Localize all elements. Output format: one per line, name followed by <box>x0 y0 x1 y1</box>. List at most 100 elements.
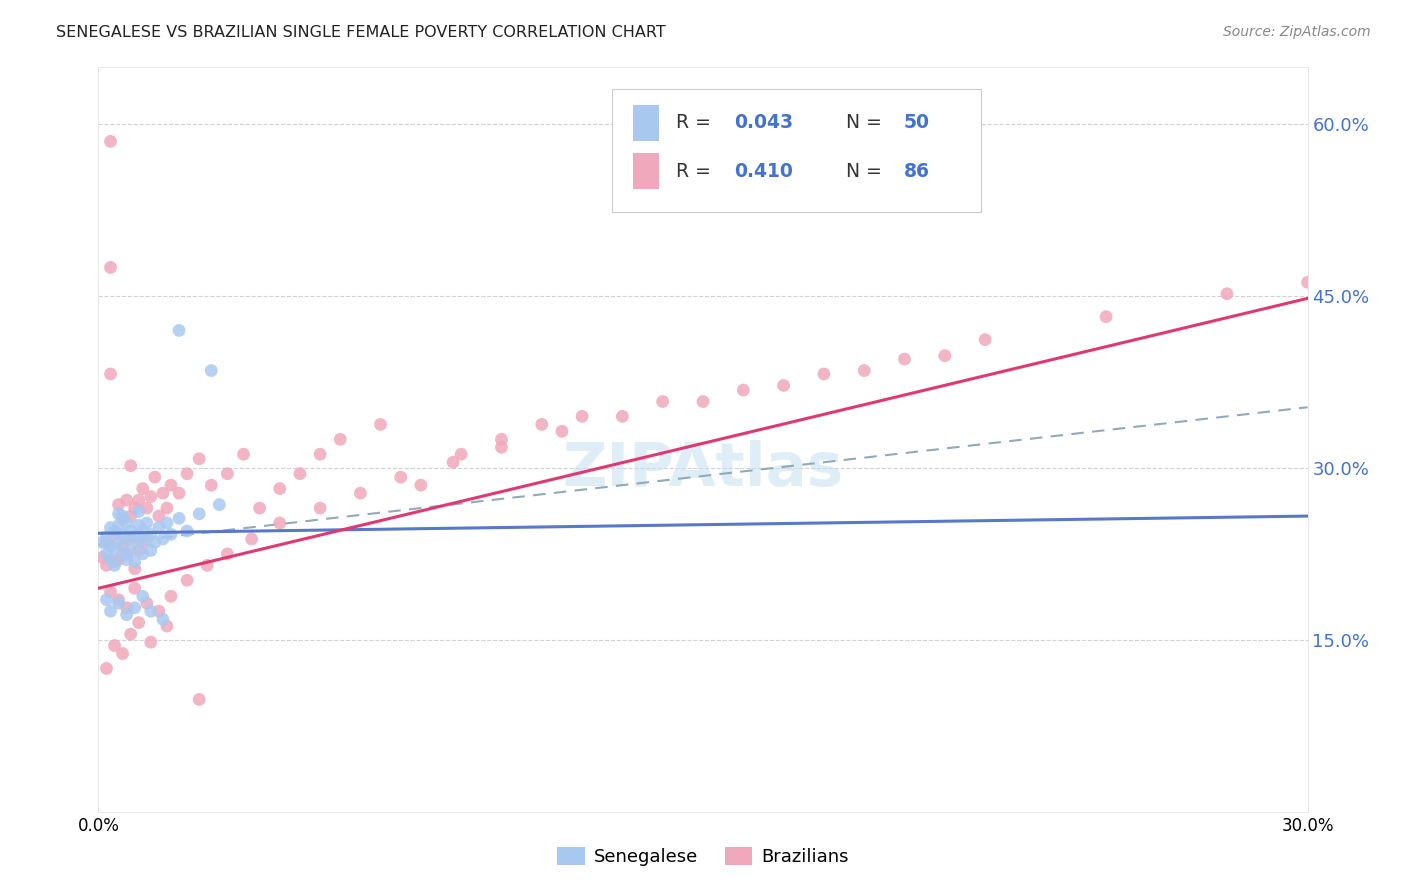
Point <box>1296 276 1319 290</box>
Point <box>115 516 138 530</box>
Point <box>120 458 142 473</box>
Point <box>115 552 138 566</box>
FancyBboxPatch shape <box>633 153 659 189</box>
Point <box>733 383 755 397</box>
Text: 0.410: 0.410 <box>734 161 793 181</box>
Point <box>409 478 432 492</box>
Point <box>111 539 134 553</box>
Point <box>491 433 513 447</box>
Text: 0.043: 0.043 <box>734 113 793 132</box>
Point <box>1095 310 1118 324</box>
Text: Source: ZipAtlas.com: Source: ZipAtlas.com <box>1223 25 1371 39</box>
Point <box>167 323 190 337</box>
Point <box>288 467 311 481</box>
Point <box>176 467 198 481</box>
Point <box>107 552 129 566</box>
Point <box>571 409 593 424</box>
Text: SENEGALESE VS BRAZILIAN SINGLE FEMALE POVERTY CORRELATION CHART: SENEGALESE VS BRAZILIAN SINGLE FEMALE PO… <box>56 25 666 40</box>
Point <box>115 607 138 622</box>
Point <box>100 260 122 275</box>
Point <box>309 501 332 516</box>
Point <box>120 524 142 538</box>
Point <box>309 447 332 461</box>
Point <box>115 547 138 561</box>
Point <box>167 511 190 525</box>
Point <box>120 532 142 546</box>
Point <box>200 478 222 492</box>
Point <box>139 635 162 649</box>
Point <box>100 604 122 618</box>
Point <box>107 535 129 549</box>
Point <box>120 627 142 641</box>
Point <box>491 440 513 454</box>
Point <box>96 661 118 675</box>
Point <box>152 532 174 546</box>
Point <box>96 592 118 607</box>
Point <box>692 394 714 409</box>
Point <box>96 558 118 573</box>
Point <box>135 596 157 610</box>
Point <box>115 493 138 508</box>
Point <box>329 433 352 447</box>
Point <box>100 584 122 599</box>
Point <box>135 516 157 530</box>
Point <box>974 333 997 347</box>
Point <box>612 409 634 424</box>
Text: N =: N = <box>845 113 887 132</box>
Point <box>128 504 150 518</box>
Point <box>135 501 157 516</box>
Point <box>813 367 835 381</box>
Point <box>111 527 134 541</box>
Point <box>249 501 271 516</box>
Point <box>132 535 155 549</box>
Point <box>91 535 114 549</box>
Point <box>389 470 412 484</box>
Point <box>103 541 125 556</box>
Point <box>269 482 291 496</box>
Point <box>111 512 134 526</box>
Point <box>100 520 122 534</box>
Point <box>132 524 155 538</box>
Point <box>208 498 231 512</box>
Point <box>152 612 174 626</box>
Text: N =: N = <box>845 161 887 181</box>
Point <box>176 574 198 588</box>
Point <box>103 527 125 541</box>
Point <box>100 367 122 381</box>
Point <box>143 535 166 549</box>
Point <box>160 478 183 492</box>
Point <box>217 547 239 561</box>
Point <box>128 615 150 630</box>
Point <box>893 352 915 367</box>
Point <box>195 558 218 573</box>
Point <box>132 547 155 561</box>
Point <box>139 490 162 504</box>
Point <box>132 482 155 496</box>
FancyBboxPatch shape <box>633 105 659 141</box>
Point <box>103 524 125 538</box>
Point <box>156 501 179 516</box>
Point <box>103 555 125 569</box>
Point <box>349 486 371 500</box>
Text: R =: R = <box>676 113 717 132</box>
Text: ZIPAtlas: ZIPAtlas <box>562 440 844 499</box>
Text: 86: 86 <box>904 161 929 181</box>
Point <box>232 447 254 461</box>
Point <box>124 600 146 615</box>
Point <box>853 363 876 377</box>
Point <box>139 543 162 558</box>
Point <box>96 547 118 561</box>
Point <box>120 543 142 558</box>
Point <box>651 394 673 409</box>
Point <box>103 639 125 653</box>
Point <box>143 470 166 484</box>
Point <box>148 520 170 534</box>
Point <box>100 552 122 566</box>
Point <box>240 532 263 546</box>
Point <box>1216 286 1239 301</box>
Point <box>111 647 134 661</box>
Point <box>160 527 183 541</box>
Point <box>188 451 211 466</box>
Point <box>176 524 198 538</box>
Point <box>167 486 190 500</box>
